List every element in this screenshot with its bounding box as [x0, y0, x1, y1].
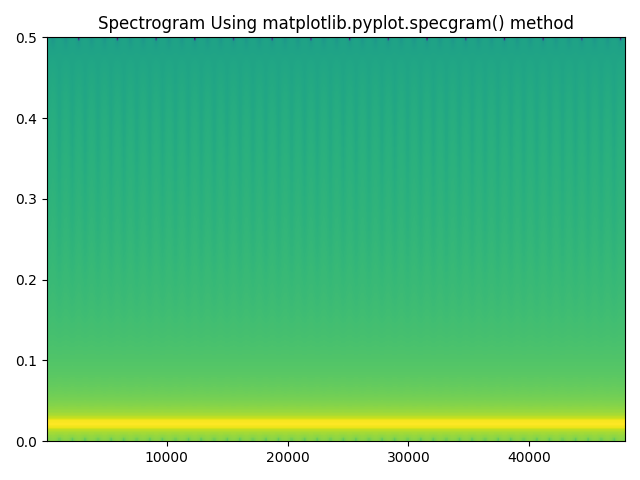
Title: Spectrogram Using matplotlib.pyplot.specgram() method: Spectrogram Using matplotlib.pyplot.spec…: [98, 15, 574, 33]
